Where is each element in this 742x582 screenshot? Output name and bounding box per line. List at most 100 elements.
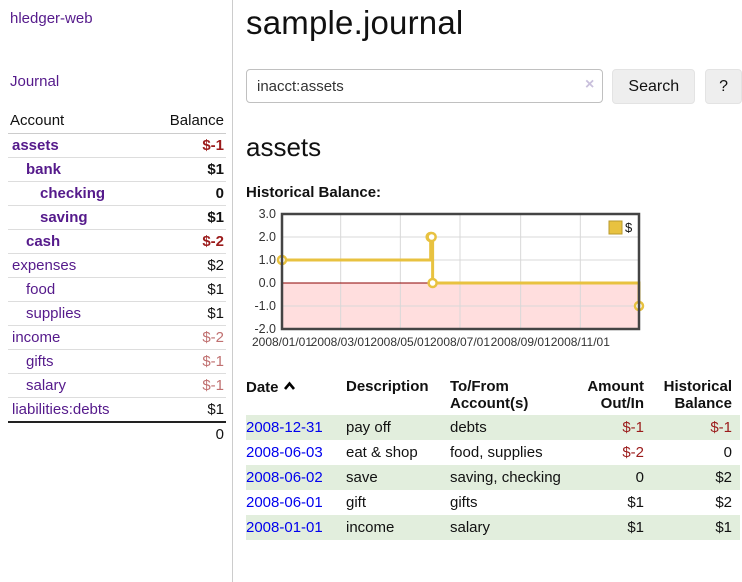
transaction-balance: 0 bbox=[723, 444, 732, 461]
search-input[interactable] bbox=[246, 69, 604, 103]
account-row: liabilities:debts $1 bbox=[8, 398, 226, 423]
account-link[interactable]: supplies bbox=[26, 305, 82, 322]
register-row: 2008-06-01 gift gifts $1 $2 bbox=[246, 490, 740, 515]
register-header-description: Description bbox=[346, 378, 429, 395]
account-balance: $1 bbox=[147, 301, 226, 326]
account-balance: $-1 bbox=[147, 373, 226, 398]
account-heading: assets bbox=[246, 132, 322, 162]
accounts-total-row: 0 bbox=[8, 421, 226, 446]
register-header-tofrom: To/From Account(s) bbox=[450, 378, 529, 412]
brand-link[interactable]: hledger-web bbox=[10, 10, 93, 27]
transaction-date-link[interactable]: 2008-06-02 bbox=[246, 469, 323, 486]
accounts-total-balance: 0 bbox=[147, 421, 226, 446]
transaction-description: save bbox=[346, 469, 378, 486]
transaction-accounts: gifts bbox=[450, 494, 478, 511]
transaction-balance: $1 bbox=[715, 519, 732, 536]
transaction-balance: $2 bbox=[715, 469, 732, 486]
data-point bbox=[427, 277, 438, 289]
transaction-balance: $2 bbox=[715, 494, 732, 511]
accounts-header-balance: Balance bbox=[147, 108, 226, 134]
account-balance: $-2 bbox=[147, 325, 226, 350]
register-row: 2008-01-01 income salary $1 $1 bbox=[246, 515, 740, 540]
register-header-amount: Amount Out/In bbox=[587, 378, 644, 412]
account-link[interactable]: assets bbox=[12, 137, 59, 154]
account-balance: $-1 bbox=[147, 349, 226, 374]
transaction-description: gift bbox=[346, 494, 367, 511]
transaction-date-link[interactable]: 2008-06-01 bbox=[246, 494, 323, 511]
account-link[interactable]: checking bbox=[40, 185, 106, 202]
transaction-amount: $-2 bbox=[622, 444, 644, 461]
account-link[interactable]: bank bbox=[26, 161, 62, 178]
account-link[interactable]: expenses bbox=[12, 257, 77, 274]
page-title: sample.journal bbox=[246, 4, 464, 41]
transaction-description: income bbox=[346, 519, 395, 536]
transaction-date-link[interactable]: 2008-01-01 bbox=[246, 519, 323, 536]
balance-chart-svg: $3.0 2.0 1.0 0.0 -1.0 -2.02008/01/012008/03/0… bbox=[252, 207, 645, 349]
accounts-header-account: Account bbox=[8, 108, 148, 134]
account-row: checking 0 bbox=[8, 181, 226, 206]
chart-label: Historical Balance: bbox=[246, 184, 382, 201]
register-header-balance: Historical Balance bbox=[663, 378, 732, 412]
transaction-date-link[interactable]: 2008-06-03 bbox=[246, 444, 323, 461]
svg-text:1.0: 1.0 bbox=[259, 253, 276, 267]
account-row: food $1 bbox=[8, 277, 226, 302]
transaction-amount: 0 bbox=[635, 469, 644, 486]
sidebar: hledger-web Journal Account Balance asse… bbox=[0, 0, 233, 582]
register-row: 2008-12-31 pay off debts $-1 $-1 bbox=[246, 415, 740, 440]
account-row: saving $1 bbox=[8, 205, 226, 230]
account-row: gifts $-1 bbox=[8, 349, 226, 374]
account-balance: $-2 bbox=[147, 229, 226, 254]
transaction-balance: $-1 bbox=[710, 419, 732, 436]
clear-search-icon[interactable]: × bbox=[585, 76, 595, 93]
svg-text:-1.0: -1.0 bbox=[254, 299, 276, 313]
register-header-date[interactable]: Date bbox=[246, 375, 346, 415]
account-link[interactable]: liabilities:debts bbox=[12, 401, 110, 418]
account-link[interactable]: gifts bbox=[26, 353, 54, 370]
data-point bbox=[426, 231, 437, 243]
svg-text:3.0: 3.0 bbox=[259, 209, 276, 221]
svg-text:2008/03/01: 2008/03/01 bbox=[311, 335, 371, 349]
svg-text:$: $ bbox=[625, 220, 633, 235]
account-balance: $-1 bbox=[147, 133, 226, 158]
account-balance: $1 bbox=[147, 157, 226, 182]
transaction-accounts: salary bbox=[450, 519, 491, 536]
help-button[interactable]: ? bbox=[705, 69, 742, 104]
transaction-accounts: saving, checking bbox=[450, 469, 561, 486]
account-row: expenses $2 bbox=[8, 253, 226, 278]
transaction-date-link[interactable]: 2008-12-31 bbox=[246, 419, 323, 436]
main-content: sample.journal × Search ? assets Histori… bbox=[246, 0, 742, 582]
chart-legend: $ bbox=[608, 220, 633, 235]
account-row: bank $1 bbox=[8, 157, 226, 182]
svg-text:2008/09/01: 2008/09/01 bbox=[491, 335, 551, 349]
svg-text:0.0: 0.0 bbox=[259, 276, 276, 290]
transaction-accounts: debts bbox=[450, 419, 487, 436]
account-row: income $-2 bbox=[8, 325, 226, 350]
transaction-description: pay off bbox=[346, 419, 391, 436]
account-balance: $1 bbox=[207, 401, 224, 418]
historical-balance-chart[interactable]: $3.0 2.0 1.0 0.0 -1.0 -2.0 2008/01/01 2008/03/0… bbox=[246, 207, 742, 364]
svg-text:2008/05/01: 2008/05/01 bbox=[370, 335, 430, 349]
account-link[interactable]: cash bbox=[26, 233, 61, 250]
transaction-amount: $-1 bbox=[622, 419, 644, 436]
account-row: supplies $1 bbox=[8, 301, 226, 326]
transaction-description: eat & shop bbox=[346, 444, 418, 461]
account-row: assets $-1 bbox=[8, 133, 226, 158]
svg-text:2008/07/01: 2008/07/01 bbox=[430, 335, 490, 349]
sidebar-item-journal[interactable]: Journal bbox=[10, 73, 60, 90]
svg-text:-2.0: -2.0 bbox=[254, 322, 276, 336]
transaction-accounts: food, supplies bbox=[450, 444, 543, 461]
svg-text:2008/01/01: 2008/01/01 bbox=[252, 335, 312, 349]
svg-text:2.0: 2.0 bbox=[259, 230, 276, 244]
sort-ascending-icon bbox=[283, 378, 296, 395]
search-form: × Search ? bbox=[246, 69, 742, 104]
transaction-amount: $1 bbox=[627, 519, 644, 536]
account-balance: $1 bbox=[147, 277, 226, 302]
account-balance: 0 bbox=[147, 181, 226, 206]
account-link[interactable]: food bbox=[26, 281, 56, 298]
account-row: cash $-2 bbox=[8, 229, 226, 254]
account-link[interactable]: saving bbox=[40, 209, 88, 226]
account-link[interactable]: income bbox=[12, 329, 61, 346]
search-button[interactable]: Search bbox=[612, 69, 696, 104]
account-link[interactable]: salary bbox=[26, 377, 67, 394]
accounts-table: Account Balance assets $-1 bank $1 check… bbox=[8, 108, 226, 446]
